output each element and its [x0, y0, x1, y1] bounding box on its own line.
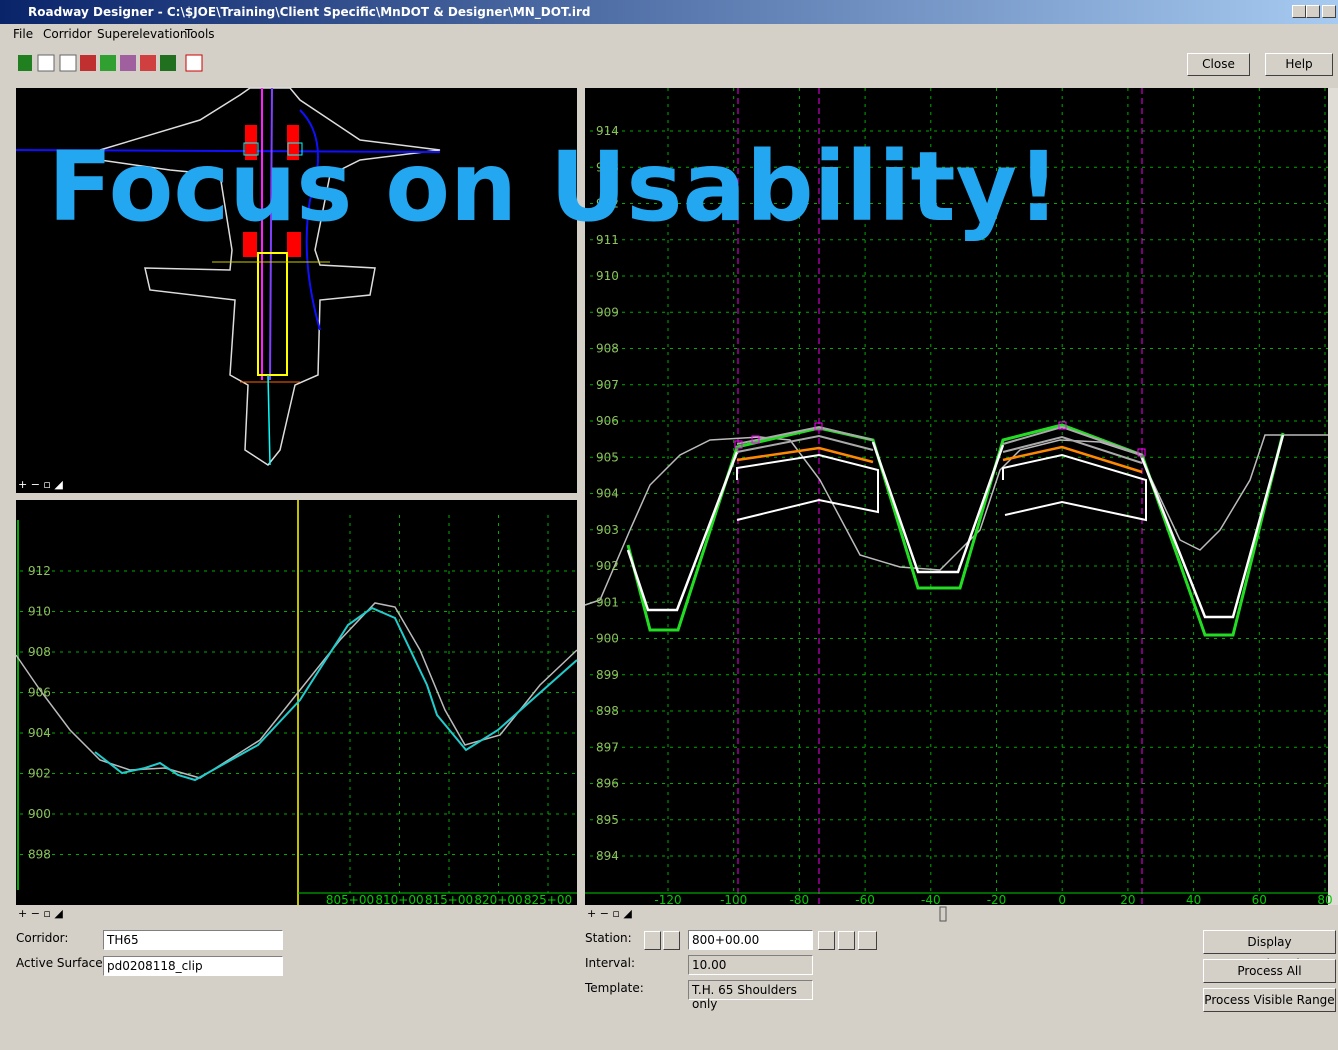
scroll-thumb[interactable]	[939, 906, 947, 922]
y-tick-label: 912	[596, 197, 619, 211]
menu-item[interactable]: Superelevation	[97, 27, 188, 41]
y-tick-label: 910	[28, 605, 51, 619]
y-tick-label: 910	[596, 269, 619, 283]
y-tick-label: 905	[596, 450, 619, 464]
label: Active Surface:	[16, 956, 107, 970]
view-controls: + − ▫ ◢ + − ▫ ◢ + − ▫ ◢	[18, 478, 632, 920]
x-tick-label: 0	[1058, 893, 1066, 907]
x-tick-label: 80	[1317, 893, 1332, 907]
y-tick-label: 902	[28, 767, 51, 781]
station-input[interactable]: 800+00.00	[688, 930, 813, 950]
label: Corridor:	[16, 931, 69, 945]
y-tick-label: 900	[28, 807, 51, 821]
template-input[interactable]: T.H. 65 Shoulders only	[688, 980, 813, 1011]
x-tick-label: 60	[1252, 893, 1267, 907]
x-tick-label: -40	[921, 893, 941, 907]
y-tick-label: 896	[596, 777, 619, 791]
menu-item[interactable]: Corridor	[43, 27, 92, 41]
y-tick-label: 906	[28, 686, 51, 700]
y-tick-label: 897	[596, 740, 619, 754]
y-tick-label: 913	[596, 160, 619, 174]
x-tick-label: 805+00	[326, 893, 374, 907]
y-tick-label: 911	[596, 233, 619, 247]
window-title: Roadway Designer - C:\$JOE\Training\Clie…	[28, 5, 591, 19]
x-tick-label: -120	[654, 893, 681, 907]
y-tick-label: 898	[596, 704, 619, 718]
label: Template:	[585, 981, 644, 995]
goto-station[interactable]	[858, 931, 877, 950]
svg-text:+ − ▫ ◢: + − ▫ ◢	[18, 478, 63, 491]
surface-select[interactable]: pd0208118_clip	[103, 956, 283, 976]
x-tick-label: 815+00	[425, 893, 473, 907]
last-station[interactable]	[838, 931, 855, 950]
y-tick-label: 904	[596, 487, 619, 501]
title-bar	[0, 0, 1338, 24]
svg-text:+ − ▫ ◢: + − ▫ ◢	[18, 907, 63, 920]
y-tick-label: 908	[596, 342, 619, 356]
cross-section-drawing	[584, 88, 1328, 905]
action-button[interactable]: Process All	[1203, 959, 1336, 983]
toolbar-icons	[18, 54, 203, 72]
y-tick-label: 912	[28, 564, 51, 578]
close-button[interactable]: Close	[1187, 53, 1250, 76]
y-tick-label: 914	[596, 124, 619, 138]
close-window[interactable]	[1322, 5, 1336, 18]
menu-item[interactable]: Tools	[185, 27, 215, 41]
y-tick-label: 907	[596, 378, 619, 392]
overlay-caption: Focus on Usability!	[48, 131, 1060, 243]
x-tick-label: 20	[1120, 893, 1135, 907]
x-tick-label: 40	[1186, 893, 1201, 907]
x-tick-label: -60	[855, 893, 875, 907]
y-tick-label: 900	[596, 632, 619, 646]
corridor-select[interactable]: TH65	[103, 930, 283, 950]
maximize[interactable]	[1306, 5, 1320, 18]
x-tick-label: -20	[987, 893, 1007, 907]
grid	[20, 88, 1328, 893]
y-tick-label: 909	[596, 305, 619, 319]
next-station[interactable]	[818, 931, 835, 950]
label: Station:	[585, 931, 632, 945]
cross-section-view	[585, 88, 1328, 905]
help-button[interactable]: Help	[1265, 53, 1333, 76]
y-tick-label: 901	[596, 595, 619, 609]
y-tick-label: 903	[596, 523, 619, 537]
x-tick-label: 810+00	[375, 893, 423, 907]
y-tick-label: 894	[596, 849, 619, 863]
first-station[interactable]	[644, 931, 661, 950]
minimize[interactable]	[1292, 5, 1306, 18]
y-tick-label: 904	[28, 726, 51, 740]
interval-input[interactable]: 10.00	[688, 955, 813, 975]
menu-item[interactable]: File	[13, 27, 34, 41]
y-tick-label: 898	[28, 848, 51, 862]
y-tick-label: 899	[596, 668, 619, 682]
y-tick-label: 895	[596, 813, 619, 827]
x-tick-label: -100	[720, 893, 747, 907]
profile-drawing	[15, 500, 578, 905]
scrollbar[interactable]	[1328, 88, 1338, 905]
plan-drawing	[15, 87, 441, 467]
action-button[interactable]: Process Visible Range	[1203, 988, 1336, 1012]
svg-text:+ − ▫ ◢: + − ▫ ◢	[587, 907, 632, 920]
label: Interval:	[585, 956, 635, 970]
y-tick-label: 902	[596, 559, 619, 573]
y-tick-label: 906	[596, 414, 619, 428]
action-button[interactable]: Display Superelevation	[1203, 930, 1336, 971]
x-tick-label: -80	[790, 893, 810, 907]
x-tick-label: 820+00	[474, 893, 522, 907]
x-tick-label: 825+00	[524, 893, 572, 907]
prev-station[interactable]	[663, 931, 680, 950]
y-tick-label: 908	[28, 645, 51, 659]
